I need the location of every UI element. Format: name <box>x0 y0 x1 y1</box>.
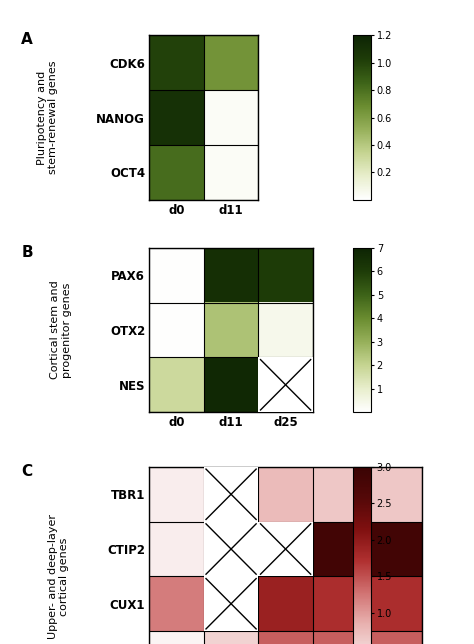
Y-axis label: Pluripotency and
stem-renewal genes: Pluripotency and stem-renewal genes <box>37 61 58 175</box>
Bar <box>204 467 258 522</box>
Text: A: A <box>21 32 33 47</box>
Bar <box>204 522 258 576</box>
Y-axis label: Upper- and deep-layer
cortical genes: Upper- and deep-layer cortical genes <box>48 514 69 639</box>
Y-axis label: Cortical stem and
progenitor genes: Cortical stem and progenitor genes <box>51 281 72 379</box>
Bar <box>258 357 313 412</box>
Bar <box>258 522 313 576</box>
Text: B: B <box>21 245 33 260</box>
Text: C: C <box>21 464 32 478</box>
Bar <box>204 576 258 631</box>
